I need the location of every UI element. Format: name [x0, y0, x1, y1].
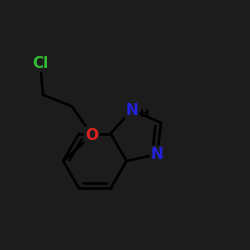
Text: H: H — [140, 109, 149, 119]
Text: N: N — [126, 102, 138, 118]
Text: N: N — [151, 147, 164, 162]
Text: Cl: Cl — [32, 56, 48, 71]
Text: O: O — [86, 128, 98, 142]
